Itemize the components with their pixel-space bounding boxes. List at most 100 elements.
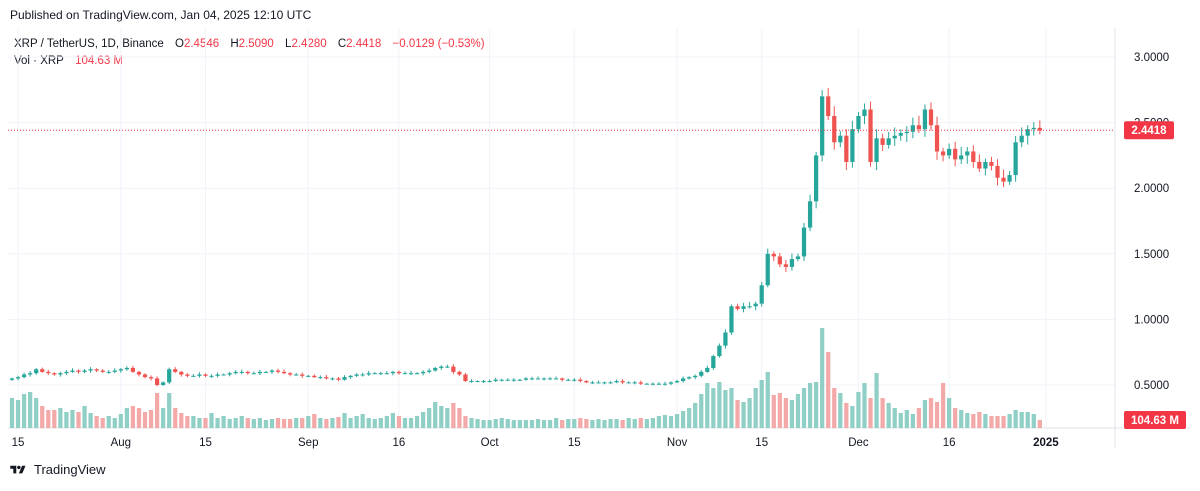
volume-bar	[185, 416, 190, 428]
symbol-label[interactable]: XRP / TetherUS, 1D, Binance	[14, 38, 164, 50]
x-tick-label: 15	[12, 437, 25, 449]
volume-bar	[898, 413, 903, 428]
candle-body	[445, 366, 450, 368]
volume-bar	[475, 419, 480, 428]
volume-bar	[832, 388, 837, 428]
volume-bar	[372, 419, 377, 428]
candle-body	[209, 375, 214, 377]
volume-bar	[433, 402, 438, 428]
volume-bar	[705, 383, 710, 428]
candle-body	[402, 373, 408, 375]
volume-bar	[106, 416, 111, 428]
volume-bar	[916, 408, 922, 428]
volume-bar	[765, 372, 770, 428]
candle-body	[753, 303, 758, 307]
candle-body	[281, 371, 287, 374]
x-tick-label: Sep	[298, 437, 318, 449]
volume-label[interactable]: Vol · XRP	[14, 55, 64, 67]
candle-body	[614, 381, 619, 383]
candle-body	[560, 378, 565, 380]
candle-body	[807, 201, 813, 228]
last-price-tag	[1124, 121, 1174, 140]
candle-body	[771, 253, 776, 257]
candle-body	[287, 373, 293, 375]
volume-bar	[886, 403, 891, 428]
candle-body	[910, 125, 915, 132]
candle-body	[638, 382, 643, 384]
volume-bar	[934, 402, 940, 428]
candle-body	[928, 109, 934, 126]
volume-bar	[874, 373, 879, 428]
candle-body	[58, 373, 63, 375]
volume-bar	[100, 418, 105, 428]
volume-bar	[693, 403, 698, 428]
x-tick-label: Nov	[667, 437, 688, 449]
volume-bar	[402, 418, 408, 428]
volume-row: Vol · XRP 104.63 M	[14, 53, 485, 70]
volume-bar	[1001, 416, 1006, 428]
volume-bar	[263, 420, 269, 428]
candle-body	[100, 370, 105, 372]
candle-body	[451, 366, 456, 372]
volume-bar	[904, 410, 909, 428]
candle-body	[318, 377, 323, 379]
last-price-tag-label: 2.4418	[1131, 125, 1167, 137]
volume-bar	[523, 420, 529, 428]
candle-body	[596, 382, 601, 384]
volume-bar	[729, 388, 734, 428]
volume-bar	[771, 395, 776, 428]
tradingview-logo-icon	[10, 465, 26, 473]
volume-bar	[427, 408, 432, 428]
candle-body	[898, 133, 903, 136]
volume-bar	[269, 419, 275, 428]
volume-bar	[167, 393, 172, 428]
candle-body	[953, 148, 958, 160]
candle-body	[390, 371, 396, 374]
x-tick-label: 16	[393, 437, 406, 449]
volume-bar	[662, 415, 668, 428]
candle-body	[711, 356, 716, 368]
volume-bar	[64, 412, 69, 428]
candle-body	[439, 366, 444, 368]
volume-bar	[481, 420, 486, 428]
candle-body	[28, 373, 33, 375]
candle-body	[995, 165, 1000, 178]
candle-body	[765, 253, 770, 286]
candle-body	[191, 375, 196, 377]
candle-body	[1037, 127, 1042, 131]
candle-body	[620, 381, 625, 383]
candle-body	[40, 369, 45, 372]
published-caption: Published on TradingView.com, Jan 04, 20…	[10, 8, 312, 22]
candle-body	[584, 381, 589, 383]
volume-bar	[608, 419, 613, 428]
volume-bar	[650, 418, 655, 428]
volume-bar	[493, 419, 498, 428]
candle-body	[717, 345, 722, 357]
candle-body	[130, 367, 136, 372]
volume-bar	[318, 418, 323, 428]
candle-body	[306, 375, 311, 377]
candle-body	[989, 161, 994, 166]
volume-bar	[632, 419, 637, 428]
candle-body	[173, 369, 178, 372]
close-value: 2.4418	[346, 38, 382, 50]
candle-body	[112, 370, 117, 372]
volume-bar	[547, 420, 553, 428]
candle-body	[668, 382, 674, 384]
volume-bar	[940, 383, 946, 428]
volume-bar	[52, 410, 57, 428]
volume-bar	[499, 418, 504, 428]
x-tick-label: 15	[199, 437, 212, 449]
candle-body	[505, 379, 510, 381]
candle-body	[892, 135, 897, 139]
candle-body	[88, 369, 93, 371]
volume-bar	[203, 418, 208, 428]
volume-bar	[747, 398, 752, 428]
candle-body	[263, 371, 269, 373]
volume-bar	[9, 398, 15, 428]
volume-bar	[566, 419, 571, 428]
candle-body	[632, 382, 637, 384]
volume-bar	[850, 406, 855, 428]
y-tick-label: 0.5000	[1134, 380, 1169, 392]
